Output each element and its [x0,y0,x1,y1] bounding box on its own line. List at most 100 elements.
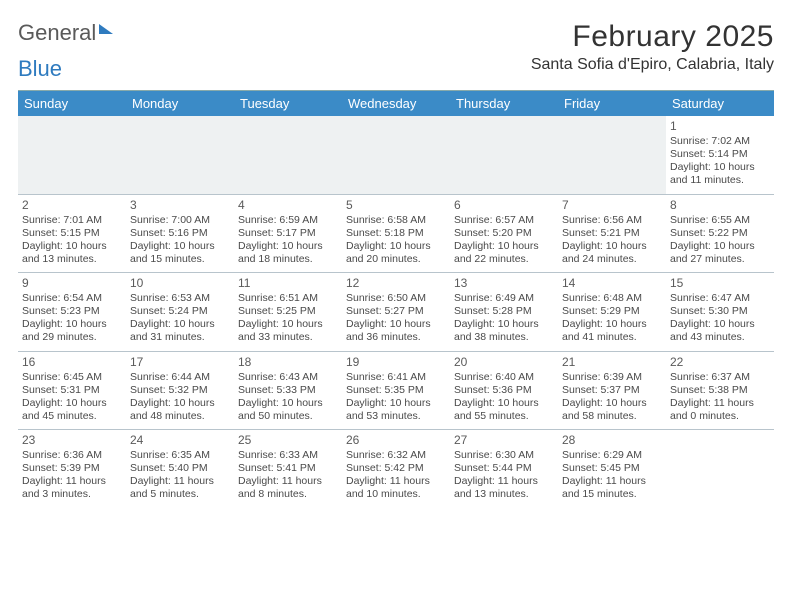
calendar-body: 1Sunrise: 7:02 AMSunset: 5:14 PMDaylight… [18,116,774,508]
sunset-text: Sunset: 5:40 PM [130,462,230,475]
daylight-text: and 45 minutes. [22,410,122,423]
day-number: 21 [562,355,662,370]
sunrise-text: Sunrise: 6:47 AM [670,292,770,305]
day-number: 17 [130,355,230,370]
day-number: 10 [130,276,230,291]
day-header: Thursday [450,91,558,116]
calendar-cell: 12Sunrise: 6:50 AMSunset: 5:27 PMDayligh… [342,273,450,352]
calendar-cell [558,116,666,194]
daylight-text: and 3 minutes. [22,488,122,501]
daylight-text: Daylight: 10 hours [454,240,554,253]
sunset-text: Sunset: 5:36 PM [454,384,554,397]
day-number: 26 [346,433,446,448]
sunset-text: Sunset: 5:41 PM [238,462,338,475]
day-number: 8 [670,198,770,213]
daylight-text: Daylight: 10 hours [670,318,770,331]
sunset-text: Sunset: 5:23 PM [22,305,122,318]
day-number: 13 [454,276,554,291]
daylight-text: Daylight: 11 hours [238,475,338,488]
sunset-text: Sunset: 5:37 PM [562,384,662,397]
sunset-text: Sunset: 5:32 PM [130,384,230,397]
sunrise-text: Sunrise: 6:36 AM [22,449,122,462]
day-number: 6 [454,198,554,213]
sunrise-text: Sunrise: 6:30 AM [454,449,554,462]
daylight-text: and 33 minutes. [238,331,338,344]
sunrise-text: Sunrise: 6:35 AM [130,449,230,462]
sunset-text: Sunset: 5:30 PM [670,305,770,318]
daylight-text: and 58 minutes. [562,410,662,423]
calendar-cell: 5Sunrise: 6:58 AMSunset: 5:18 PMDaylight… [342,194,450,273]
sunrise-text: Sunrise: 7:02 AM [670,135,770,148]
daylight-text: and 13 minutes. [454,488,554,501]
calendar-cell: 22Sunrise: 6:37 AMSunset: 5:38 PMDayligh… [666,351,774,430]
sunrise-text: Sunrise: 6:59 AM [238,214,338,227]
calendar-cell: 3Sunrise: 7:00 AMSunset: 5:16 PMDaylight… [126,194,234,273]
sunset-text: Sunset: 5:24 PM [130,305,230,318]
daylight-text: Daylight: 10 hours [22,240,122,253]
daylight-text: and 29 minutes. [22,331,122,344]
day-number: 11 [238,276,338,291]
daylight-text: and 48 minutes. [130,410,230,423]
day-number: 2 [22,198,122,213]
sunset-text: Sunset: 5:44 PM [454,462,554,475]
daylight-text: and 38 minutes. [454,331,554,344]
daylight-text: and 43 minutes. [670,331,770,344]
day-number: 23 [22,433,122,448]
daylight-text: Daylight: 10 hours [670,161,770,174]
calendar-week: 9Sunrise: 6:54 AMSunset: 5:23 PMDaylight… [18,273,774,352]
daylight-text: Daylight: 10 hours [22,318,122,331]
sunrise-text: Sunrise: 6:51 AM [238,292,338,305]
calendar-cell [342,116,450,194]
sunrise-text: Sunrise: 6:50 AM [346,292,446,305]
daylight-text: and 41 minutes. [562,331,662,344]
daylight-text: Daylight: 10 hours [562,318,662,331]
daylight-text: and 24 minutes. [562,253,662,266]
calendar-cell: 15Sunrise: 6:47 AMSunset: 5:30 PMDayligh… [666,273,774,352]
calendar-cell [666,430,774,508]
daylight-text: and 22 minutes. [454,253,554,266]
daylight-text: Daylight: 10 hours [670,240,770,253]
day-number: 18 [238,355,338,370]
sunset-text: Sunset: 5:28 PM [454,305,554,318]
sunrise-text: Sunrise: 6:58 AM [346,214,446,227]
daylight-text: and 50 minutes. [238,410,338,423]
day-number: 7 [562,198,662,213]
daylight-text: and 11 minutes. [670,174,770,187]
day-number: 25 [238,433,338,448]
logo-mark-icon [99,24,113,34]
daylight-text: Daylight: 11 hours [454,475,554,488]
daylight-text: Daylight: 10 hours [22,397,122,410]
calendar-cell: 4Sunrise: 6:59 AMSunset: 5:17 PMDaylight… [234,194,342,273]
logo-word-2: Blue [18,56,62,82]
daylight-text: Daylight: 10 hours [562,240,662,253]
daylight-text: Daylight: 10 hours [238,318,338,331]
daylight-text: Daylight: 10 hours [454,397,554,410]
daylight-text: Daylight: 10 hours [130,240,230,253]
calendar-cell: 19Sunrise: 6:41 AMSunset: 5:35 PMDayligh… [342,351,450,430]
sunrise-text: Sunrise: 7:00 AM [130,214,230,227]
sunset-text: Sunset: 5:31 PM [22,384,122,397]
day-header: Wednesday [342,91,450,116]
sunrise-text: Sunrise: 6:39 AM [562,371,662,384]
sunrise-text: Sunrise: 6:37 AM [670,371,770,384]
calendar-cell: 18Sunrise: 6:43 AMSunset: 5:33 PMDayligh… [234,351,342,430]
day-number: 5 [346,198,446,213]
calendar-cell [450,116,558,194]
daylight-text: Daylight: 10 hours [238,397,338,410]
calendar-cell: 26Sunrise: 6:32 AMSunset: 5:42 PMDayligh… [342,430,450,508]
sunrise-text: Sunrise: 6:41 AM [346,371,446,384]
calendar-cell: 6Sunrise: 6:57 AMSunset: 5:20 PMDaylight… [450,194,558,273]
calendar-cell: 1Sunrise: 7:02 AMSunset: 5:14 PMDaylight… [666,116,774,194]
sunset-text: Sunset: 5:20 PM [454,227,554,240]
sunset-text: Sunset: 5:15 PM [22,227,122,240]
sunset-text: Sunset: 5:45 PM [562,462,662,475]
sunrise-text: Sunrise: 7:01 AM [22,214,122,227]
day-number: 14 [562,276,662,291]
day-number: 12 [346,276,446,291]
daylight-text: and 53 minutes. [346,410,446,423]
calendar-table: SundayMondayTuesdayWednesdayThursdayFrid… [18,91,774,508]
sunset-text: Sunset: 5:21 PM [562,227,662,240]
sunset-text: Sunset: 5:14 PM [670,148,770,161]
calendar-week: 1Sunrise: 7:02 AMSunset: 5:14 PMDaylight… [18,116,774,194]
daylight-text: and 13 minutes. [22,253,122,266]
